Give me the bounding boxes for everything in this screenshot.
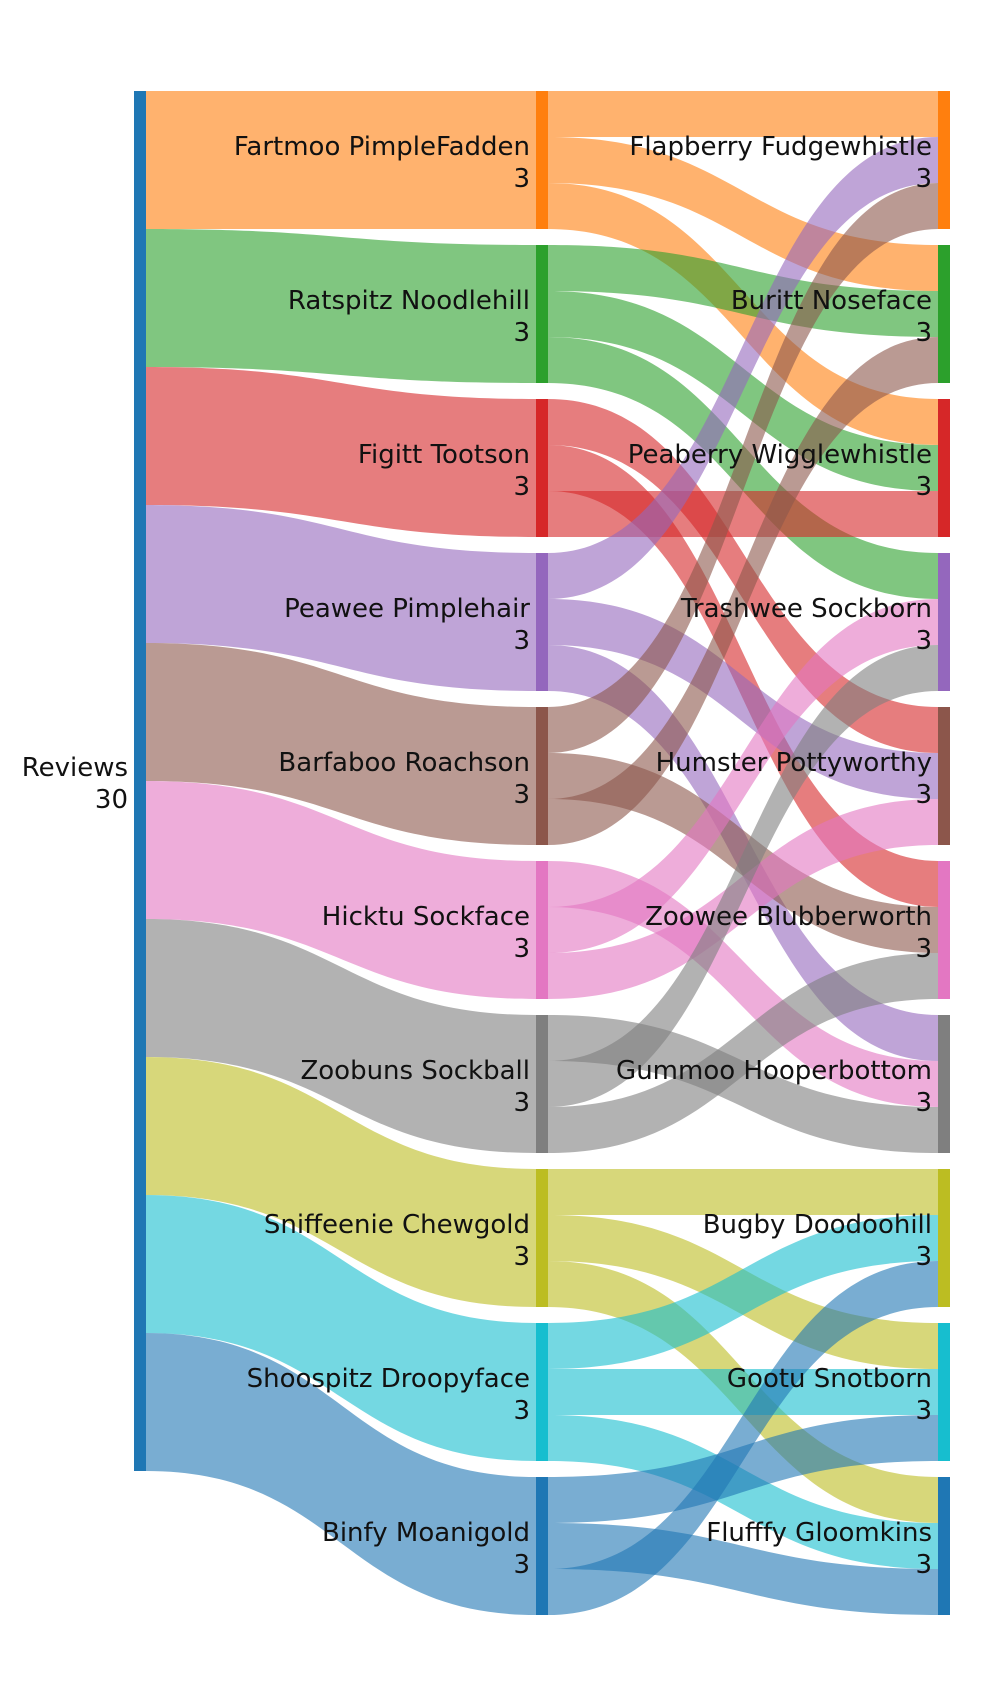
node-ratspitz-noodlehill [536, 245, 548, 383]
node-shoospitz-droopyface [536, 1323, 548, 1461]
node-fartmoo-pimplefadden [536, 91, 548, 229]
node-peawee-pimplehair-label: Peawee Pimplehair [284, 594, 530, 624]
node-hicktu-sockface-label: Hicktu Sockface [322, 902, 530, 932]
node-reviews-label: Reviews [22, 753, 128, 783]
links-layer [146, 91, 938, 1615]
node-fartmoo-pimplefadden-value: 3 [513, 164, 530, 194]
node-gummoo-hooperbottom-value: 3 [915, 1088, 932, 1118]
node-shoospitz-droopyface-label: Shoospitz Droopyface [247, 1364, 530, 1394]
node-reviews [134, 91, 146, 1471]
node-gummoo-hooperbottom [938, 1015, 950, 1153]
link-fartmoo-pimplefadden-to-flapberry-fudgewhistle [548, 91, 938, 137]
link-barfaboo-roachson-to-flapberry-fudgewhistle [548, 183, 938, 753]
link-sniffeenie-chewgold-to-bugby-doodoohill [548, 1169, 938, 1215]
link-barfaboo-roachson-to-buritt-noseface [548, 337, 938, 845]
node-buritt-noseface-label: Buritt Noseface [731, 286, 932, 316]
node-gummoo-hooperbottom-label: Gummoo Hooperbottom [616, 1056, 932, 1086]
link-reviews-to-hicktu-sockface [146, 781, 536, 999]
link-figitt-tootson-to-peaberry-wigglewhistle [548, 491, 938, 537]
node-flufffy-gloomkins-value: 3 [915, 1550, 932, 1580]
node-sniffeenie-chewgold-value: 3 [513, 1242, 530, 1272]
node-humster-pottyworthy-label: Humster Pottyworthy [656, 748, 932, 778]
link-reviews-to-ratspitz-noodlehill [146, 229, 536, 383]
node-peaberry-wigglewhistle-value: 3 [915, 472, 932, 502]
node-hicktu-sockface [536, 861, 548, 999]
node-hicktu-sockface-value: 3 [513, 934, 530, 964]
node-peawee-pimplehair-value: 3 [513, 626, 530, 656]
node-peaberry-wigglewhistle-label: Peaberry Wigglewhistle [628, 440, 932, 470]
node-zoowee-blubberworth-label: Zoowee Blubberworth [645, 902, 932, 932]
node-barfaboo-roachson [536, 707, 548, 845]
node-buritt-noseface [938, 245, 950, 383]
node-flapberry-fudgewhistle-label: Flapberry Fudgewhistle [629, 132, 932, 162]
node-gootu-snotborn-label: Gootu Snotborn [727, 1364, 932, 1394]
node-figitt-tootson-value: 3 [513, 472, 530, 502]
link-reviews-to-binfy-moanigold [146, 1333, 536, 1615]
link-binfy-moanigold-to-bugby-doodoohill [548, 1261, 938, 1615]
link-binfy-moanigold-to-gootu-snotborn [548, 1415, 938, 1523]
node-flufffy-gloomkins [938, 1477, 950, 1615]
link-shoospitz-droopyface-to-gootu-snotborn [548, 1369, 938, 1415]
node-humster-pottyworthy [938, 707, 950, 845]
link-shoospitz-droopyface-to-bugby-doodoohill [548, 1215, 938, 1369]
node-trashwee-sockborn-label: Trashwee Sockborn [680, 594, 932, 624]
node-trashwee-sockborn [938, 553, 950, 691]
node-barfaboo-roachson-value: 3 [513, 780, 530, 810]
link-zoobuns-sockball-to-zoowee-blubberworth [548, 953, 938, 1153]
node-peawee-pimplehair [536, 553, 548, 691]
node-gootu-snotborn-value: 3 [915, 1396, 932, 1426]
node-bugby-doodoohill-label: Bugby Doodoohill [703, 1210, 932, 1240]
node-ratspitz-noodlehill-value: 3 [513, 318, 530, 348]
node-flapberry-fudgewhistle-value: 3 [915, 164, 932, 194]
node-figitt-tootson-label: Figitt Tootson [358, 440, 530, 470]
node-trashwee-sockborn-value: 3 [915, 626, 932, 656]
link-reviews-to-sniffeenie-chewgold [146, 1057, 536, 1307]
link-hicktu-sockface-to-trashwee-sockborn [548, 599, 938, 953]
node-flapberry-fudgewhistle [938, 91, 950, 229]
nodes-layer [134, 91, 950, 1615]
node-binfy-moanigold-value: 3 [513, 1550, 530, 1580]
node-ratspitz-noodlehill-label: Ratspitz Noodlehill [288, 286, 530, 316]
node-zoowee-blubberworth [938, 861, 950, 999]
node-peaberry-wigglewhistle [938, 399, 950, 537]
link-reviews-to-fartmoo-pimplefadden [146, 91, 536, 229]
node-barfaboo-roachson-label: Barfaboo Roachson [278, 748, 530, 778]
node-sniffeenie-chewgold [536, 1169, 548, 1307]
link-reviews-to-peawee-pimplehair [146, 505, 536, 691]
link-reviews-to-zoobuns-sockball [146, 919, 536, 1153]
node-sniffeenie-chewgold-label: Sniffeenie Chewgold [264, 1210, 530, 1240]
node-binfy-moanigold [536, 1477, 548, 1615]
link-hicktu-sockface-to-gummoo-hooperbottom [548, 861, 938, 1107]
link-zoobuns-sockball-to-trashwee-sockborn [548, 645, 938, 1107]
link-ratspitz-noodlehill-to-buritt-noseface [548, 245, 938, 337]
link-reviews-to-barfaboo-roachson [146, 643, 536, 845]
link-peawee-pimplehair-to-humster-pottyworthy [548, 599, 938, 799]
node-shoospitz-droopyface-value: 3 [513, 1396, 530, 1426]
link-peawee-pimplehair-to-flapberry-fudgewhistle [548, 137, 938, 599]
link-reviews-to-figitt-tootson [146, 367, 536, 537]
node-bugby-doodoohill [938, 1169, 950, 1307]
node-buritt-noseface-value: 3 [915, 318, 932, 348]
node-humster-pottyworthy-value: 3 [915, 780, 932, 810]
link-reviews-to-shoospitz-droopyface [146, 1195, 536, 1461]
node-bugby-doodoohill-value: 3 [915, 1242, 932, 1272]
node-zoobuns-sockball [536, 1015, 548, 1153]
node-gootu-snotborn [938, 1323, 950, 1461]
node-reviews-value: 30 [95, 785, 128, 815]
node-figitt-tootson [536, 399, 548, 537]
node-zoobuns-sockball-label: Zoobuns Sockball [300, 1056, 530, 1086]
node-zoobuns-sockball-value: 3 [513, 1088, 530, 1118]
node-zoowee-blubberworth-value: 3 [915, 934, 932, 964]
node-flufffy-gloomkins-label: Flufffy Gloomkins [706, 1518, 932, 1548]
node-binfy-moanigold-label: Binfy Moanigold [322, 1518, 530, 1548]
node-fartmoo-pimplefadden-label: Fartmoo PimpleFadden [234, 132, 530, 162]
